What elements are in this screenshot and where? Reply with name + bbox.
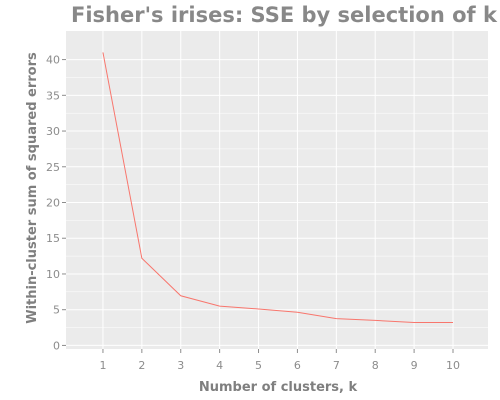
y-tick-label: 30 bbox=[46, 125, 60, 138]
x-tick-label: 10 bbox=[446, 359, 460, 372]
y-axis-label: Within-cluster sum of squared errors bbox=[25, 52, 40, 324]
x-tick-label: 9 bbox=[411, 359, 418, 372]
y-tick-label: 0 bbox=[53, 339, 60, 352]
y-tick-label: 15 bbox=[46, 232, 60, 245]
chart-title: Fisher's irises: SSE by selection of k bbox=[71, 3, 498, 27]
x-tick-label: 2 bbox=[138, 359, 145, 372]
y-tick-label: 35 bbox=[46, 89, 60, 102]
x-tick-label: 5 bbox=[255, 359, 262, 372]
series-line-0 bbox=[102, 52, 453, 324]
x-tick-label: 4 bbox=[216, 359, 223, 372]
x-tick-label: 8 bbox=[372, 359, 379, 372]
series-layer bbox=[102, 52, 453, 324]
y-tick-label: 25 bbox=[46, 161, 60, 174]
y-tick-label: 5 bbox=[53, 304, 60, 317]
x-tick-label: 3 bbox=[177, 359, 184, 372]
y-tick-label: 20 bbox=[46, 197, 60, 210]
x-tick-label: 6 bbox=[294, 359, 301, 372]
y-tick-label: 40 bbox=[46, 54, 60, 67]
axes: 0 5 10 15 20 25 30 35 40 1 2 3 4 5 6 7 8 9 10 bbox=[46, 54, 460, 372]
x-axis-label: Number of clusters, k bbox=[199, 380, 358, 395]
x-tick-label: 1 bbox=[99, 359, 106, 372]
plot-panel bbox=[66, 31, 488, 349]
y-tick-label: 10 bbox=[46, 268, 60, 281]
x-tick-label: 7 bbox=[333, 359, 340, 372]
